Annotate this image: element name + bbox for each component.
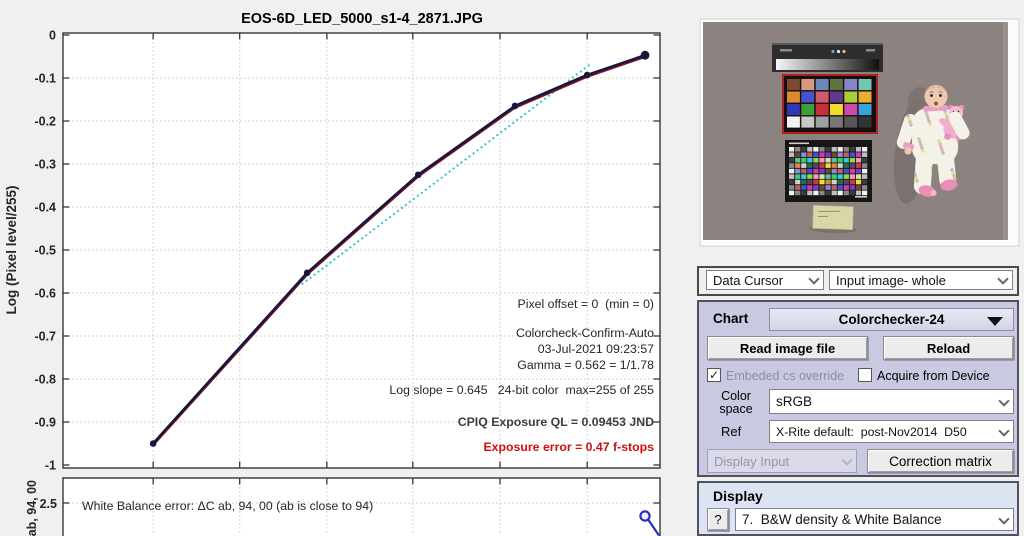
correction-matrix-button[interactable]: Correction matrix bbox=[867, 449, 1014, 473]
wb-plot-dynamic bbox=[63, 478, 660, 536]
svg-text:03-Jul-2021 09:23:57: 03-Jul-2021 09:23:57 bbox=[538, 342, 654, 356]
doll-figure bbox=[896, 85, 970, 197]
svg-text:-0.6: -0.6 bbox=[34, 286, 56, 300]
svg-text:-0.3: -0.3 bbox=[34, 157, 56, 171]
acquire-from-device-label: Acquire from Device bbox=[877, 369, 990, 383]
svg-text:-0.8: -0.8 bbox=[34, 372, 56, 386]
display-input-value: Display Input bbox=[714, 453, 790, 469]
colorchecker-24-chart bbox=[782, 74, 878, 134]
acquire-from-device-checkbox[interactable] bbox=[858, 368, 872, 382]
embedded-cs-override-checkbox[interactable]: ✓ bbox=[707, 368, 721, 382]
dropdown-arrow-icon bbox=[987, 317, 1003, 326]
data-cursor-select[interactable]: Data Cursor bbox=[706, 270, 824, 290]
chart-label: Chart bbox=[713, 311, 749, 326]
ref-label: Ref bbox=[721, 424, 742, 439]
svg-text:0: 0 bbox=[49, 28, 56, 42]
chevron-down-icon bbox=[1000, 514, 1008, 522]
svg-text:Log slope = 0.645 24-bit col: Log slope = 0.645 24-bit color max=255 o… bbox=[389, 383, 654, 397]
svg-text:Exposure error = 0.47 f-stops: Exposure error = 0.47 f-stops bbox=[483, 440, 654, 454]
data-cursor-value: Data Cursor bbox=[713, 272, 784, 288]
input-image-thumbnail bbox=[699, 18, 1020, 247]
color-space-value: sRGB bbox=[776, 394, 813, 409]
display-mode-select[interactable]: 7. B&W density & White Balance bbox=[735, 508, 1014, 531]
chevron-down-icon bbox=[1000, 396, 1008, 404]
help-button[interactable]: ? bbox=[707, 508, 729, 531]
chart-title: EOS-6D_LED_5000_s1-4_2871.JPG bbox=[241, 11, 483, 27]
grayscale-stepchart bbox=[772, 43, 883, 72]
ref-select[interactable]: X-Rite default: post-Nov2014 D50 bbox=[769, 420, 1014, 443]
wb-plot-area bbox=[62, 477, 661, 536]
input-image-value: Input image- whole bbox=[836, 272, 946, 288]
wb-y-axis-label: ab, 94, 00 bbox=[25, 480, 39, 536]
display-panel-title: Display bbox=[713, 488, 763, 504]
color-space-label: Color space bbox=[719, 389, 753, 416]
chart-type-value: Colorchecker-24 bbox=[838, 312, 945, 327]
svg-text:-0.9: -0.9 bbox=[34, 415, 56, 429]
sticky-note bbox=[808, 204, 857, 234]
embedded-cs-override-label: Embeded cs override bbox=[726, 369, 845, 383]
ref-value: X-Rite default: post-Nov2014 D50 bbox=[776, 424, 967, 439]
svg-text:-1: -1 bbox=[45, 458, 56, 472]
main-plot-dynamic: 0 -0.1 -0.2 -0.3 -0.4 -0.5 -0.6 -0.7 -0.8 -0.9 -1 P… bbox=[34, 28, 660, 472]
display-input-select-disabled: Display Input bbox=[707, 449, 857, 473]
chevron-down-icon bbox=[999, 274, 1007, 282]
read-image-file-button[interactable]: Read image file bbox=[707, 336, 868, 360]
check-icon: ✓ bbox=[708, 368, 720, 382]
svg-text:Colorcheck-Confirm-Auto: Colorcheck-Confirm-Auto bbox=[516, 326, 654, 340]
wb-inside-title: White Balance error: ΔC ab, 94, 00 (ab i… bbox=[82, 499, 373, 513]
display-panel: Display ? 7. B&W density & White Balance bbox=[697, 481, 1019, 536]
wb-ytick-label: 2.5 bbox=[40, 497, 57, 511]
figure-area: 0 -0.1 -0.2 -0.3 -0.4 -0.5 -0.6 -0.7 -0.8 -0.9 -1 P… bbox=[4, 11, 661, 536]
reload-button[interactable]: Reload bbox=[883, 336, 1014, 360]
y-axis-label: Log (Pixel level/255) bbox=[4, 185, 19, 314]
svg-text:-0.4: -0.4 bbox=[34, 200, 56, 214]
chevron-down-icon bbox=[843, 455, 851, 463]
input-image-select[interactable]: Input image- whole bbox=[829, 270, 1013, 290]
chart-type-select[interactable]: Colorchecker-24 bbox=[769, 308, 1014, 331]
svg-text:-0.2: -0.2 bbox=[34, 114, 56, 128]
doll-head bbox=[924, 85, 948, 108]
color-space-select[interactable]: sRGB bbox=[769, 389, 1014, 414]
svg-text:Pixel offset = 0 (min = 0): Pixel offset = 0 (min = 0) bbox=[518, 297, 654, 311]
svg-text:CPIQ Exposure QL = 0.09453 JND: CPIQ Exposure QL = 0.09453 JND bbox=[458, 415, 654, 429]
settings-panel: Chart Colorchecker-24 Read image file Re… bbox=[697, 300, 1019, 477]
display-mode-value: 7. B&W density & White Balance bbox=[742, 512, 942, 527]
chevron-down-icon bbox=[810, 274, 818, 282]
svg-text:Gamma = 0.562 = 1/1.78: Gamma = 0.562 = 1/1.78 bbox=[517, 358, 654, 372]
svg-text:-0.1: -0.1 bbox=[34, 71, 56, 85]
chevron-down-icon bbox=[1000, 426, 1008, 434]
svg-text:-0.7: -0.7 bbox=[34, 329, 56, 343]
view-selector-row: Data Cursor Input image- whole bbox=[697, 266, 1019, 296]
colorchecker-sg-chart bbox=[785, 140, 872, 202]
svg-text:-0.5: -0.5 bbox=[34, 243, 56, 257]
